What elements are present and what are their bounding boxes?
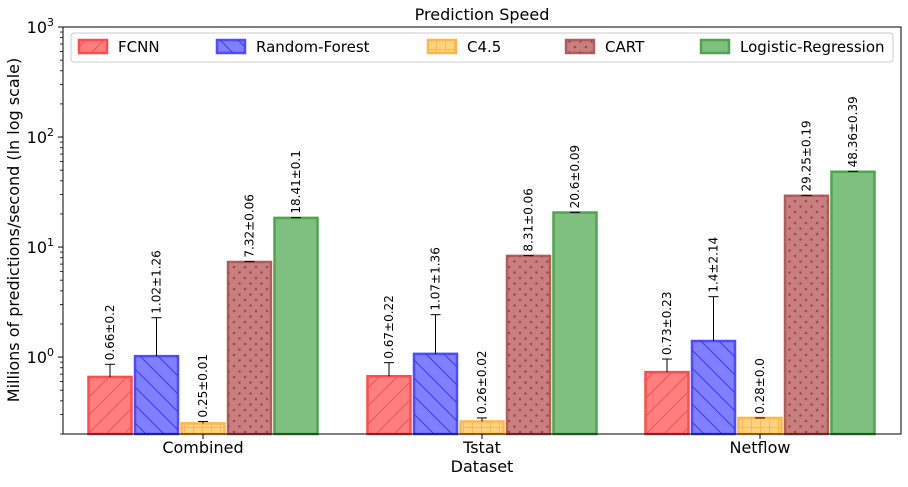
data-label: 1.4±2.14 (707, 237, 721, 293)
legend: FCNN Random-Forest C4.5 CART Logistic-Regres… (70, 32, 894, 63)
bar-hatch (692, 341, 735, 434)
y-tick-label: 101 (27, 236, 54, 257)
data-label: 0.26±0.02 (475, 350, 489, 414)
data-label: 1.02±1.26 (150, 250, 164, 314)
y-axis-label: Millions of predictions/second (ln log s… (4, 58, 23, 402)
x-axis-label: Dataset (451, 457, 514, 476)
y-tick-label: 100 (27, 346, 54, 367)
legend-label: Random-Forest (256, 38, 370, 56)
bar-hatch (785, 195, 828, 434)
y-axis: 100 101 102 103 (27, 16, 63, 435)
data-label: 7.32±0.06 (243, 194, 257, 258)
y-tick-label: 103 (27, 16, 54, 37)
data-label: 0.28±0.0 (753, 358, 767, 414)
data-label: 0.25±0.01 (196, 354, 210, 418)
plot-area: 0.66±0.2 0.67±0.22 0.73±0.23 1.02±1.26 1.07±… (87, 96, 876, 436)
bar-hatch (181, 423, 225, 434)
data-label: 0.73±0.23 (660, 292, 674, 356)
bar-hatch (738, 417, 782, 434)
legend-swatch-hatch (566, 40, 594, 53)
data-label: 29.25±0.19 (800, 120, 814, 191)
bar (552, 211, 598, 436)
legend-swatch (699, 38, 731, 55)
bar-hatch (460, 421, 504, 434)
legend-label: Logistic-Regression (740, 38, 885, 56)
legend-label: C4.5 (467, 38, 501, 56)
bar-hatch (228, 261, 271, 434)
data-label: 18.41±0.1 (289, 150, 303, 214)
chart-title: Prediction Speed (415, 5, 550, 24)
data-label: 0.67±0.22 (382, 295, 396, 359)
data-label: 20.6±0.09 (568, 145, 582, 209)
bar-hatch (645, 372, 689, 434)
bar-hatch (367, 376, 411, 434)
data-label: 48.36±0.39 (846, 96, 860, 167)
data-label: 8.31±0.06 (522, 188, 536, 252)
x-tick-label: Netflow (729, 438, 790, 457)
legend-frame (70, 32, 894, 63)
data-label: 0.66±0.2 (103, 304, 117, 360)
legend-swatch-hatch (79, 40, 107, 53)
data-label: 1.07±1.36 (429, 247, 443, 311)
bar-hatch (414, 353, 457, 434)
legend-label: CART (605, 38, 645, 56)
legend-swatch-hatch (217, 40, 245, 53)
bar-hatch (88, 376, 132, 434)
x-tick-label: Tstat (462, 438, 501, 457)
legend-label: FCNN (118, 38, 160, 56)
y-tick-label: 102 (27, 126, 54, 147)
x-tick-label: Combined (162, 438, 243, 457)
x-axis: Combined Tstat Netflow (162, 434, 791, 457)
bar (273, 216, 319, 436)
legend-swatch-hatch (428, 40, 456, 53)
bar-hatch (135, 356, 178, 434)
bar-hatch (507, 255, 550, 434)
bar (830, 170, 876, 436)
